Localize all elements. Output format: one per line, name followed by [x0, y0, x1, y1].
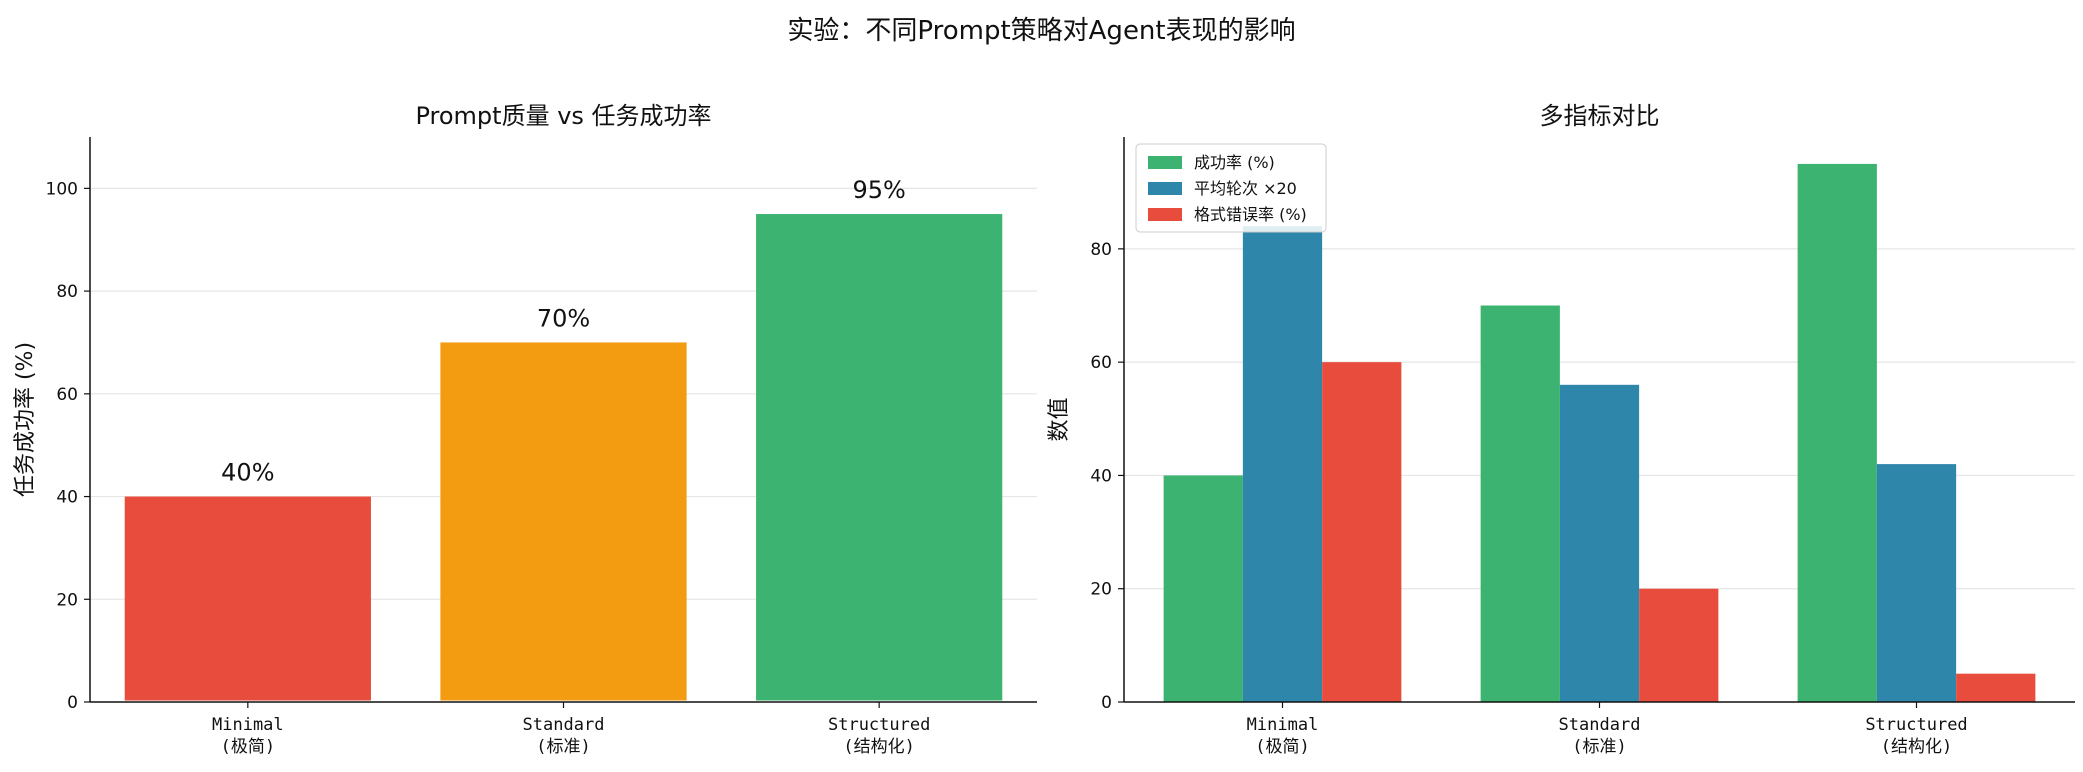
legend-swatch: [1148, 182, 1182, 195]
bar: [440, 342, 687, 701]
bar: [1559, 384, 1640, 702]
bar: [1480, 305, 1560, 702]
legend: 成功率 (%) 平均轮次 ×20 格式错误率 (%): [1135, 143, 1327, 233]
x-tick-sublabel: (标准): [1572, 737, 1626, 757]
bar-value-label: 40%: [221, 459, 274, 487]
y-tick-label: 20: [1090, 580, 1112, 600]
x-tick-label: Standard: [523, 715, 605, 735]
x-tick-label: Standard: [1559, 715, 1641, 735]
legend-frame: [1135, 143, 1327, 233]
x-tick-sublabel: (标准): [536, 737, 590, 757]
bar: [1322, 362, 1402, 702]
chart-multi-metric: 0 20 40 60 80 Minimal(极简) Standard(标准) Structur…: [1047, 102, 2075, 757]
x-tick-sublabel: (极简): [1255, 737, 1309, 757]
x-tick-sublabel: (结构化): [843, 737, 914, 757]
chart-title: 多指标对比: [1540, 102, 1660, 130]
bar: [1797, 163, 1877, 702]
chart-title: Prompt质量 vs 任务成功率: [415, 102, 711, 130]
y-tick-label: 100: [46, 179, 78, 199]
y-tick-label: 80: [1090, 240, 1112, 260]
legend-label: 平均轮次 ×20: [1194, 179, 1297, 198]
bar: [1242, 226, 1323, 703]
y-axis-title: 数值: [1047, 397, 1072, 441]
y-tick-label: 80: [56, 282, 78, 302]
y-axis-title: 任务成功率 (%): [13, 342, 38, 497]
y-tick-label: 20: [56, 590, 78, 610]
y-tick-label: 40: [56, 488, 78, 508]
y-tick-label: 0: [1101, 693, 1112, 713]
bar: [1639, 588, 1719, 702]
x-tick-sublabel: (极简): [221, 737, 275, 757]
legend-swatch: [1148, 156, 1182, 169]
bar: [1876, 464, 1957, 702]
x-tick-label: Structured: [1865, 715, 1967, 735]
x-tick-label: Minimal: [212, 715, 284, 735]
figure-title: 实验：不同Prompt策略对Agent表现的影响: [787, 16, 1296, 46]
bar-value-label: 70%: [537, 304, 590, 332]
y-tick-label: 40: [1090, 466, 1112, 486]
x-tick-label: Structured: [828, 715, 930, 735]
bar: [1163, 475, 1243, 702]
y-tick-label: 0: [67, 693, 78, 713]
y-tick-label: 60: [56, 385, 78, 405]
legend-swatch: [1148, 208, 1182, 221]
legend-label: 成功率 (%): [1194, 153, 1275, 172]
legend-label: 格式错误率 (%): [1194, 205, 1307, 224]
bar: [124, 496, 371, 701]
bar: [1956, 673, 2036, 702]
bar: [756, 214, 1003, 701]
x-tick-label: Minimal: [1247, 715, 1319, 735]
chart-success-rate: 0 20 40 60 80 100 40% 70% 95% Minimal(极简) Standard…: [13, 102, 1037, 757]
x-tick-sublabel: (结构化): [1881, 737, 1952, 757]
y-tick-label: 60: [1090, 353, 1112, 373]
bar-value-label: 95%: [852, 176, 905, 204]
